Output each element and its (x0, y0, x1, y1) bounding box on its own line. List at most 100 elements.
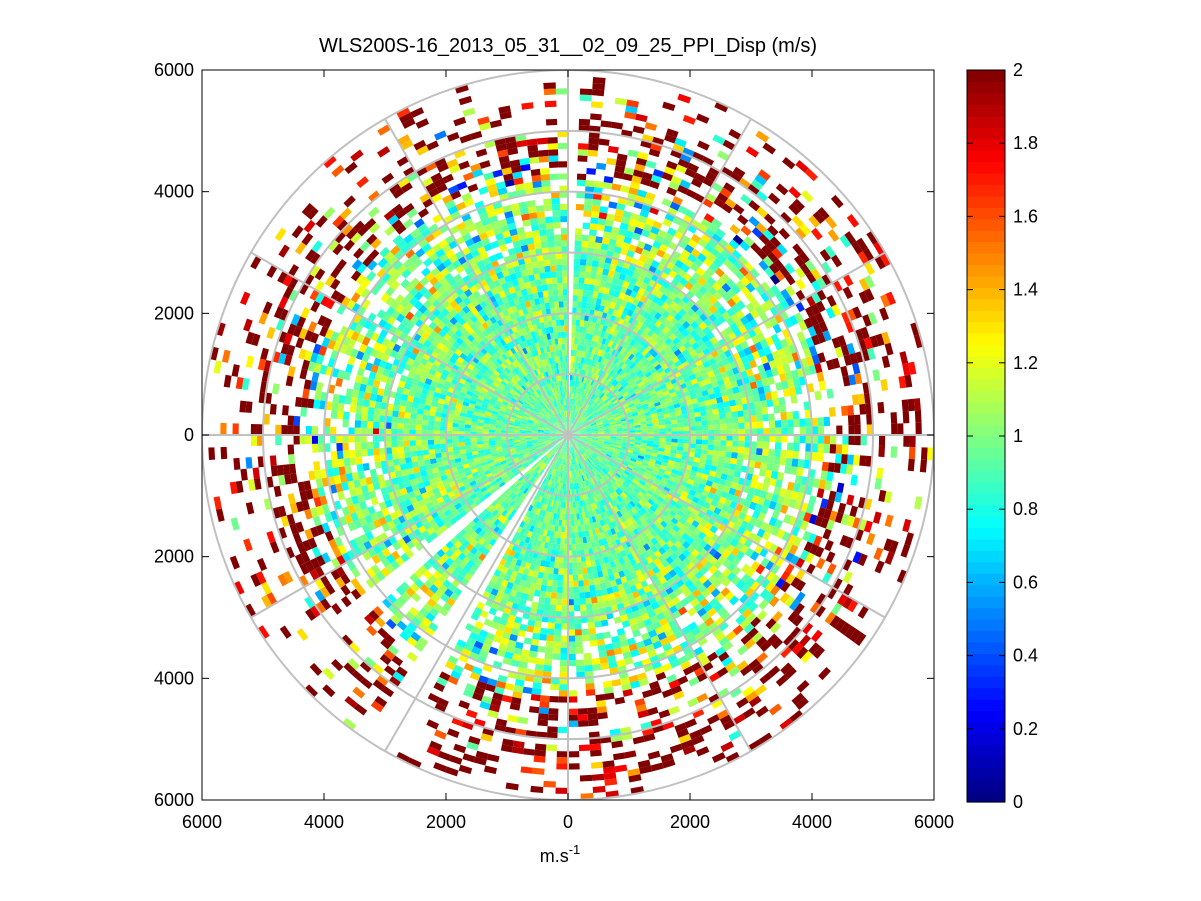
range-gate-cell (658, 444, 666, 449)
range-gate-cell (640, 464, 648, 470)
range-gate-cell (720, 473, 728, 481)
range-gate-cell (713, 300, 723, 310)
range-gate-cell (602, 458, 609, 464)
range-gate-cell (691, 178, 703, 188)
range-gate-cell (775, 382, 783, 391)
range-gate-cell (854, 435, 861, 446)
range-gate-cell (681, 372, 689, 379)
range-gate-cell (749, 480, 758, 489)
range-gate-cell (654, 499, 662, 507)
range-gate-cell (604, 438, 611, 441)
range-gate-cell (727, 469, 736, 477)
range-gate-cell (805, 418, 812, 427)
range-gate-cell (665, 397, 673, 404)
range-gate-cell (640, 421, 647, 425)
range-gate-cell (801, 622, 814, 635)
range-gate-cell (675, 521, 684, 529)
range-gate-cell (587, 352, 592, 359)
range-gate-cell (665, 427, 672, 432)
range-gate-cell (805, 271, 817, 284)
range-gate-cell (760, 505, 769, 515)
range-gate-cell (613, 290, 621, 298)
range-gate-cell (737, 452, 744, 460)
range-gate-cell (592, 431, 599, 434)
range-gate-cell (684, 509, 693, 517)
range-gate-cell (592, 430, 599, 433)
range-gate-cell (740, 355, 749, 365)
range-gate-cell (557, 580, 563, 587)
range-gate-cell (726, 474, 734, 482)
range-gate-cell (607, 402, 614, 408)
range-gate-cell (634, 422, 641, 426)
range-gate-cell (749, 381, 758, 390)
range-gate-cell (587, 321, 593, 328)
range-gate-cell (559, 666, 568, 673)
range-gate-cell (825, 306, 836, 319)
range-gate-cell (577, 406, 581, 413)
range-gate-cell (704, 522, 713, 531)
range-gate-cell (616, 431, 623, 434)
range-gate-cell (590, 444, 597, 448)
range-gate-cell (704, 339, 713, 348)
range-gate-cell (673, 461, 681, 467)
range-gate-cell (597, 443, 604, 447)
range-gate-cell (633, 464, 641, 470)
range-gate-cell (781, 427, 788, 435)
range-gate-cell (756, 528, 766, 538)
range-gate-cell (615, 240, 624, 248)
range-gate-cell (603, 457, 610, 463)
range-gate-cell (655, 486, 664, 494)
range-gate-cell (750, 428, 758, 435)
range-gate-cell (723, 258, 734, 269)
range-gate-cell (670, 175, 683, 185)
range-gate-cell (648, 486, 656, 493)
range-gate-cell (860, 326, 870, 340)
range-gate-cell (655, 460, 662, 466)
range-gate-cell (568, 404, 571, 411)
range-gate-cell (696, 435, 703, 440)
range-gate-cell (729, 399, 737, 407)
range-gate-cell (609, 421, 616, 425)
range-gate-cell (654, 234, 665, 244)
range-gate-cell (627, 418, 634, 423)
range-gate-cell (683, 486, 691, 494)
range-gate-cell (756, 249, 768, 260)
range-gate-cell (638, 383, 646, 390)
range-gate-cell (816, 488, 825, 499)
range-gate-cell (533, 626, 541, 634)
range-gate-cell (695, 439, 703, 445)
range-gate-cell (768, 420, 776, 428)
range-gate-cell (601, 460, 608, 465)
range-gate-cell (573, 430, 580, 434)
range-gate-cell (639, 316, 647, 325)
range-gate-cell (568, 659, 577, 667)
range-gate-cell (714, 267, 725, 278)
range-gate-cell (530, 638, 540, 646)
range-gate-cell (619, 347, 626, 355)
range-gate-cell (653, 489, 662, 497)
range-gate-cell (702, 430, 709, 435)
range-gate-cell (616, 441, 623, 445)
range-gate-cell (596, 329, 602, 337)
range-gate-cell (591, 426, 598, 430)
range-gate-cell (588, 315, 594, 322)
range-gate-cell (580, 416, 585, 422)
range-gate-cell (640, 497, 648, 505)
range-gate-cell (556, 537, 561, 545)
range-gate-cell (729, 322, 739, 332)
range-gate-cell (731, 452, 738, 459)
range-gate-cell (790, 394, 798, 404)
range-gate-cell (597, 441, 604, 444)
range-gate-cell (708, 166, 721, 177)
range-gate-cell (807, 326, 817, 338)
range-gate-cell (622, 307, 630, 315)
range-gate-cell (721, 311, 731, 321)
range-gate-cell (731, 446, 739, 453)
range-gate-cell (784, 595, 796, 608)
range-gate-cell (630, 471, 637, 477)
range-gate-cell (706, 414, 714, 421)
range-gate-cell (673, 348, 682, 357)
range-gate-cell (656, 496, 665, 503)
range-gate-cell (698, 482, 706, 490)
range-gate-cell (650, 412, 658, 418)
